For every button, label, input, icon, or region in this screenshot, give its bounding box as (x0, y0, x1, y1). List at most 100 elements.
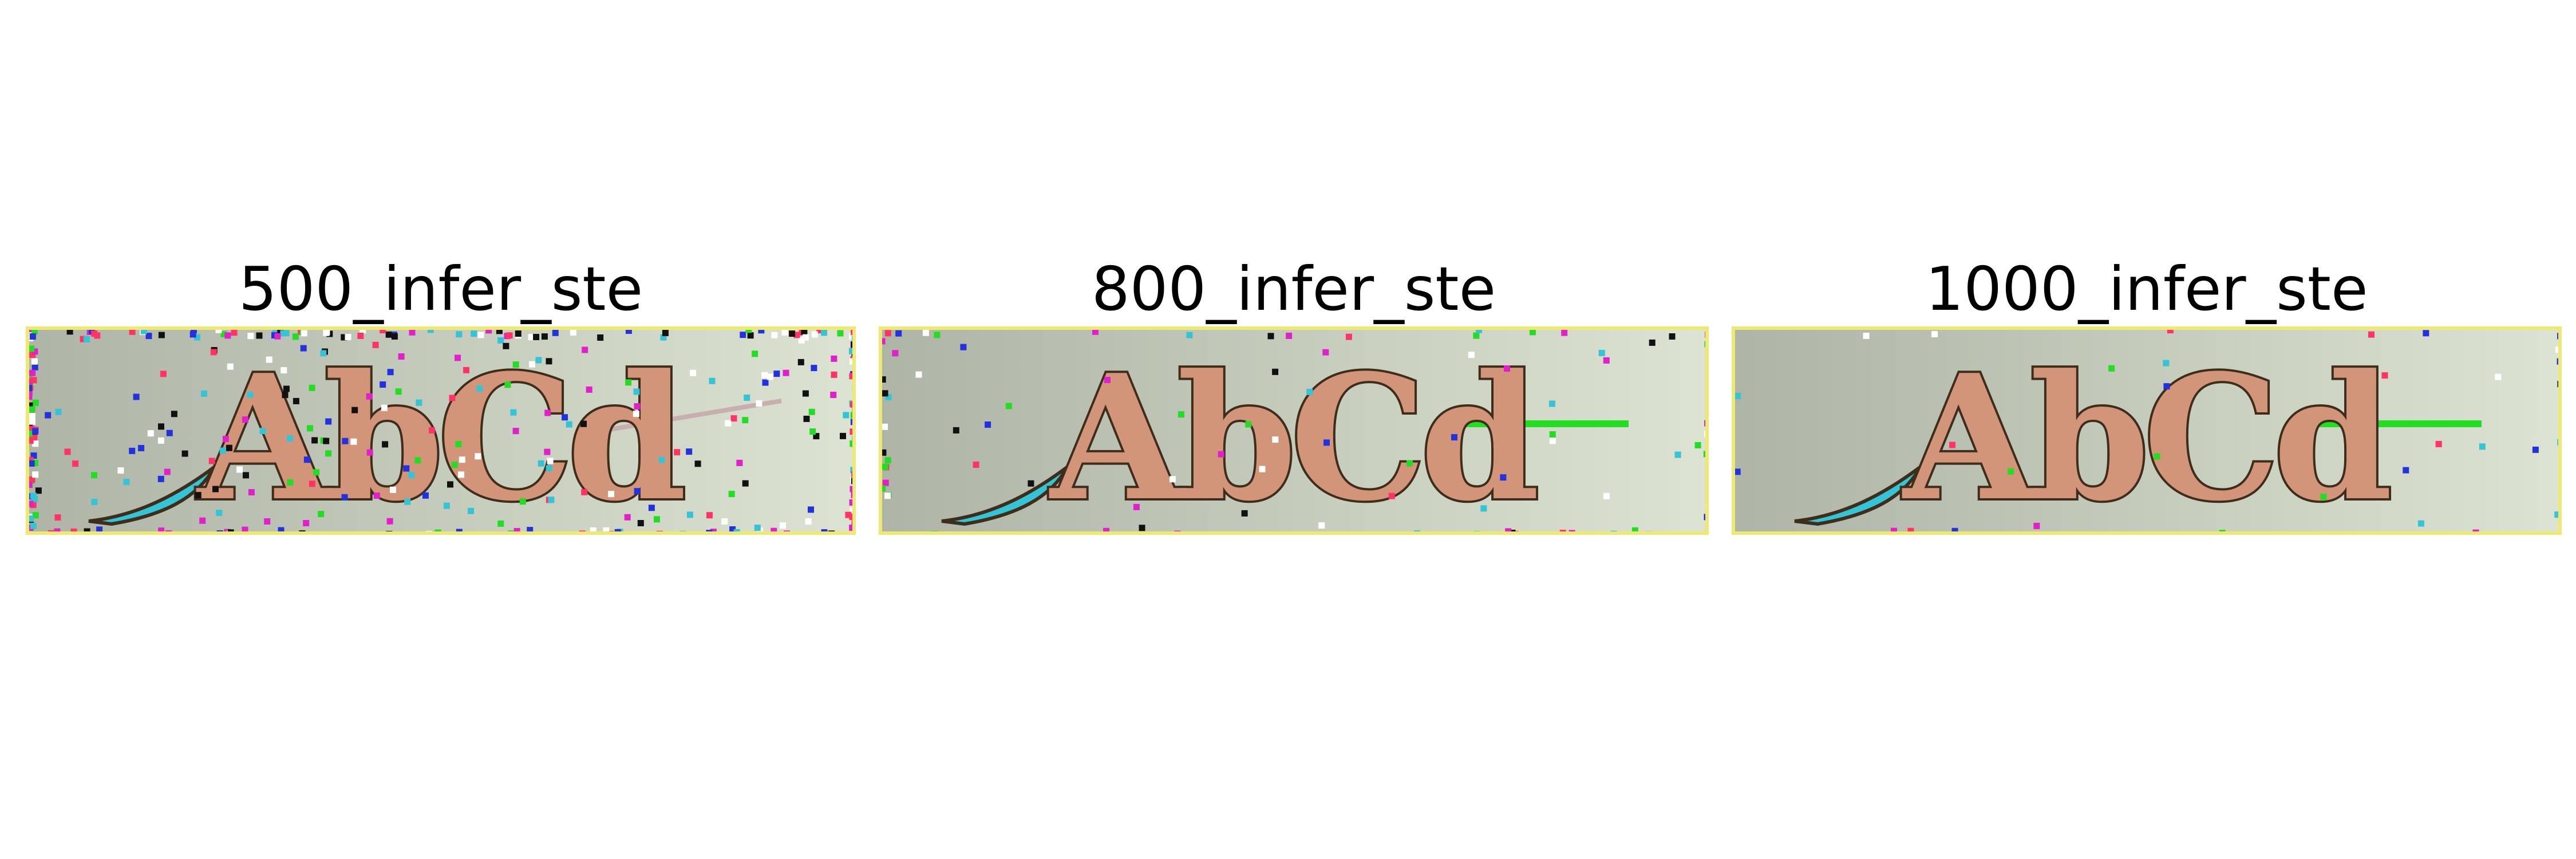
noise-pixel (586, 386, 592, 393)
noise-pixel (2435, 440, 2442, 447)
noise-pixel (570, 329, 576, 336)
captcha-border (26, 326, 856, 535)
noise-pixel (529, 361, 535, 368)
noise-pixel (762, 379, 769, 386)
noise-pixel (811, 365, 817, 372)
noise-pixel (301, 330, 307, 337)
noise-pixel (816, 327, 823, 334)
noise-pixel (662, 330, 669, 336)
noise-pixel (398, 353, 405, 360)
panel-title: 500_infer_ste (238, 254, 643, 324)
noise-pixel (309, 480, 315, 487)
noise-pixel (29, 406, 35, 413)
noise-pixel (477, 332, 484, 338)
noise-pixel (458, 471, 465, 478)
noise-pixel (808, 408, 815, 415)
noise-pixel (922, 329, 929, 336)
noise-pixel (55, 408, 62, 415)
noise-pixel (513, 528, 520, 534)
noise-pixel (2368, 331, 2374, 338)
noise-pixel (247, 333, 254, 340)
noise-pixel (1245, 421, 1252, 428)
noise-pixel (1218, 451, 1224, 458)
noise-pixel (414, 457, 421, 464)
noise-pixel (28, 460, 35, 467)
noise-pixel (236, 466, 243, 473)
noise-pixel (590, 527, 596, 534)
noise-pixel (27, 456, 34, 463)
noise-pixel (566, 421, 572, 428)
noise-pixel (1318, 522, 1325, 529)
noise-pixel (157, 475, 164, 482)
noise-pixel (736, 459, 743, 466)
noise-pixel (287, 479, 294, 486)
panel-title: 800_infer_ste (1091, 254, 1496, 324)
noise-pixel (885, 393, 892, 400)
noise-pixel (443, 502, 450, 509)
noise-pixel (274, 333, 281, 340)
noise-pixel (32, 399, 39, 406)
noise-pixel (259, 428, 266, 434)
noise-pixel (242, 526, 248, 533)
noise-pixel (773, 371, 780, 377)
noise-pixel (535, 357, 542, 364)
noise-pixel (1694, 442, 1701, 448)
noise-pixel (123, 479, 130, 486)
noise-pixel (1267, 333, 1274, 340)
noise-pixel (2417, 520, 2424, 527)
noise-pixel (1949, 442, 1955, 448)
noise-pixel (802, 390, 809, 397)
noise-pixel (789, 330, 796, 337)
noise-pixel (359, 327, 366, 334)
noise-pixel (293, 397, 299, 404)
noise-pixel (181, 450, 188, 457)
noise-pixel (26, 327, 33, 334)
noise-pixel (504, 381, 511, 388)
noise-pixel (91, 330, 98, 337)
noise-pixel (625, 379, 632, 386)
noise-pixel (1603, 492, 1610, 499)
captcha-border (879, 326, 1709, 535)
noise-pixel (96, 526, 103, 533)
captcha-swoosh (88, 465, 216, 526)
noise-pixel (552, 329, 559, 336)
noise-pixel (882, 479, 889, 486)
noise-pixel (216, 510, 223, 517)
noise-pixel (373, 492, 380, 499)
noise-pixel (243, 472, 249, 479)
noise-pixel (1306, 388, 1313, 395)
noise-pixel (157, 437, 164, 444)
noise-pixel (403, 465, 410, 472)
noise-pixel (320, 350, 327, 357)
noise-pixel (547, 458, 554, 464)
noise-pixel (80, 336, 86, 342)
noise-pixel (686, 448, 693, 455)
noise-pixel (158, 527, 165, 534)
noise-pixel (706, 512, 713, 519)
captcha-text: AbCd (1048, 337, 1538, 535)
noise-pixel (533, 334, 540, 340)
noise-pixel (341, 334, 347, 341)
noise-pixel (1028, 480, 1034, 487)
noise-pixel (562, 414, 568, 421)
noise-pixel (2167, 327, 2174, 334)
captcha-image: AbCd (1732, 326, 2562, 535)
noise-pixel (27, 426, 34, 433)
noise-pixel (882, 390, 888, 397)
noise-pixel (91, 499, 98, 505)
noise-pixel (895, 330, 902, 337)
captcha-swoosh (941, 465, 1069, 526)
noise-pixel (408, 472, 415, 478)
noise-pixel (1272, 436, 1279, 443)
noise-pixel (1406, 460, 1413, 467)
noise-pixel (212, 486, 219, 492)
noise-pixel (386, 518, 393, 525)
noise-pixel (674, 449, 681, 456)
noise-pixel (231, 329, 238, 336)
noise-pixel (879, 338, 886, 345)
noise-pixel (781, 329, 788, 336)
noise-pixel (1598, 349, 1605, 356)
noise-pixel (428, 427, 435, 434)
noise-pixel (2403, 467, 2409, 474)
noise-pixel (280, 330, 287, 337)
